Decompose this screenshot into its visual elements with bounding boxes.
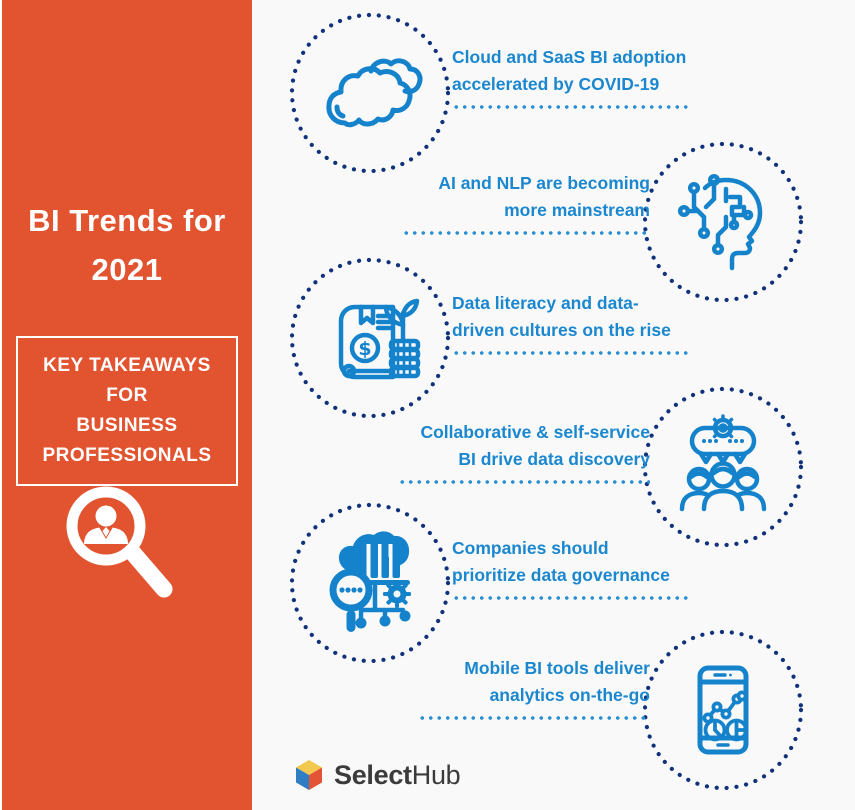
item-line: Companies should [452,538,609,558]
page-title-line2: 2021 [91,252,163,287]
dotted-underline [418,716,650,720]
item-circle-collaboration [641,385,805,549]
item-line: BI drive data discovery [458,449,650,469]
item-line: more mainstream [504,200,650,220]
takeaways-line: PROFESSIONALS [42,445,212,466]
dotted-ring [642,386,804,548]
takeaways-line: BUSINESS [76,415,178,436]
item-text-governance: Companies should prioritize data governa… [452,535,690,600]
dotted-underline [402,231,650,235]
page-title: BI Trends for 2021 [2,196,252,294]
dotted-ring [289,502,451,664]
data-literacy-book-icon: $ [338,298,421,380]
item-circle-governance [288,501,452,665]
dotted-underline [398,480,650,484]
brand-hub-text: Hub [411,759,461,790]
takeaways-line: FOR [106,385,148,406]
dotted-ring [642,629,804,791]
brand-select-text: Select [334,759,412,790]
dotted-underline [452,596,690,600]
item-line: Data literacy and data- [452,293,639,313]
selecthub-cube-icon [296,760,322,790]
item-line: Mobile BI tools deliver [464,658,650,678]
dotted-ring [642,141,804,303]
item-text-literacy: Data literacy and data- driven cultures … [452,290,690,355]
item-circle-literacy: $ [288,256,452,420]
ai-head-circuit-icon [677,173,763,271]
item-circle-ai [641,140,805,304]
item-line: driven cultures on the rise [452,320,671,340]
dotted-underline [452,105,690,109]
takeaways-box: KEY TAKEAWAYS FOR BUSINESS PROFESSIONALS [16,336,238,486]
item-line: prioritize data governance [452,565,670,585]
item-line: Cloud and SaaS BI adoption [452,47,687,67]
dotted-ring [289,257,451,419]
magnifier-person-icon [54,478,194,638]
edge-strip [0,0,2,810]
item-circle-mobile [641,628,805,792]
selecthub-logo: SelectHub [292,757,461,793]
page-title-line1: BI Trends for [28,203,226,238]
item-text-cloud: Cloud and SaaS BI adoption accelerated b… [452,44,690,109]
left-panel: BI Trends for 2021 KEY TAKEAWAYS FOR BUS… [2,0,252,810]
selecthub-wordmark: SelectHub [334,759,461,791]
item-line: Collaborative & self-service [420,422,650,442]
takeaways-line: KEY TAKEAWAYS [43,355,211,376]
item-line: AI and NLP are becoming [438,173,650,193]
item-text-ai: AI and NLP are becoming more mainstream [402,170,650,235]
mobile-bi-phone-icon [697,665,749,755]
collaboration-people-icon [679,414,767,512]
item-text-collaboration: Collaborative & self-service BI drive da… [398,419,650,484]
item-line: accelerated by COVID-19 [452,74,660,94]
item-circle-cloud [288,11,452,175]
item-line: analytics on-the-go [489,685,650,705]
clouds-icon [326,58,423,128]
dotted-ring [289,12,451,174]
item-text-mobile: Mobile BI tools deliver analytics on-the… [418,655,650,720]
data-governance-icon [329,531,411,632]
dotted-underline [452,351,690,355]
svg-text:$: $ [358,338,371,360]
